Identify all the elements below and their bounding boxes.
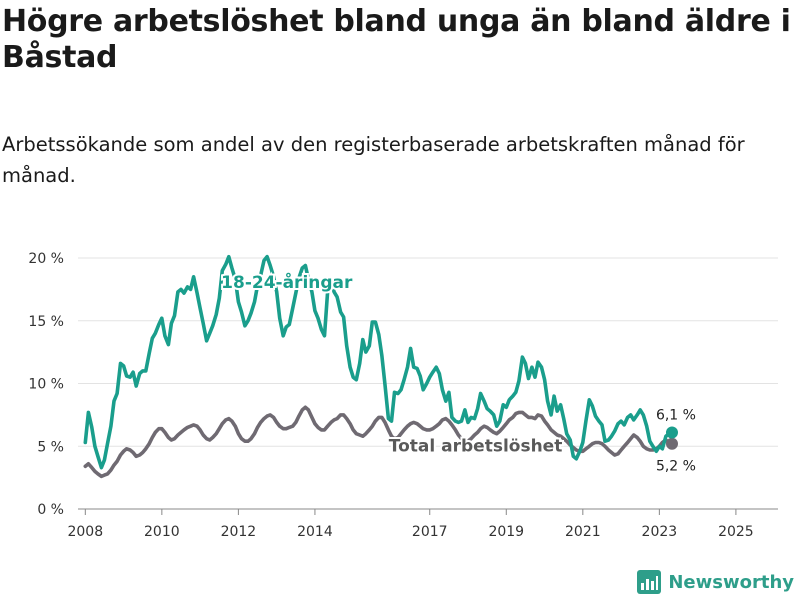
brand-name: Newsworthy bbox=[668, 571, 794, 593]
series-line-youth bbox=[83, 254, 674, 470]
chart-subtitle: Arbetssökande som andel av den registerb… bbox=[2, 133, 745, 187]
y-tick-label: 20 % bbox=[28, 251, 64, 267]
newsworthy-chart-logo-icon bbox=[637, 570, 662, 594]
x-tick-label: 2025 bbox=[718, 524, 754, 540]
end-value-youth: 6,1 % bbox=[656, 407, 696, 423]
newsworthy-logo: Newsworthy bbox=[637, 570, 794, 594]
x-tick-label: 2023 bbox=[642, 524, 678, 540]
chart-title: Högre arbetslöshet bland unga än bland ä… bbox=[2, 4, 791, 75]
x-tick-label: 2012 bbox=[221, 524, 257, 540]
end-value-total: 5,2 % bbox=[656, 459, 696, 475]
y-tick-label: 10 % bbox=[28, 377, 64, 393]
series-label-total: Total arbetslöshet bbox=[389, 436, 563, 456]
x-tick-label: 2010 bbox=[144, 524, 180, 540]
end-point-total bbox=[665, 437, 678, 450]
end-point-youth bbox=[665, 426, 678, 439]
x-tick-label: 2017 bbox=[412, 524, 448, 540]
x-tick-label: 2021 bbox=[565, 524, 601, 540]
x-tick-label: 2008 bbox=[67, 524, 103, 540]
series-label-youth: 18-24-åringar bbox=[221, 271, 353, 293]
y-tick-label: 15 % bbox=[28, 314, 64, 330]
y-tick-label: 0 % bbox=[37, 502, 64, 518]
x-tick-label: 2019 bbox=[488, 524, 524, 540]
series-line-total bbox=[83, 405, 674, 479]
y-tick-label: 5 % bbox=[37, 439, 64, 455]
x-tick-label: 2014 bbox=[297, 524, 333, 540]
